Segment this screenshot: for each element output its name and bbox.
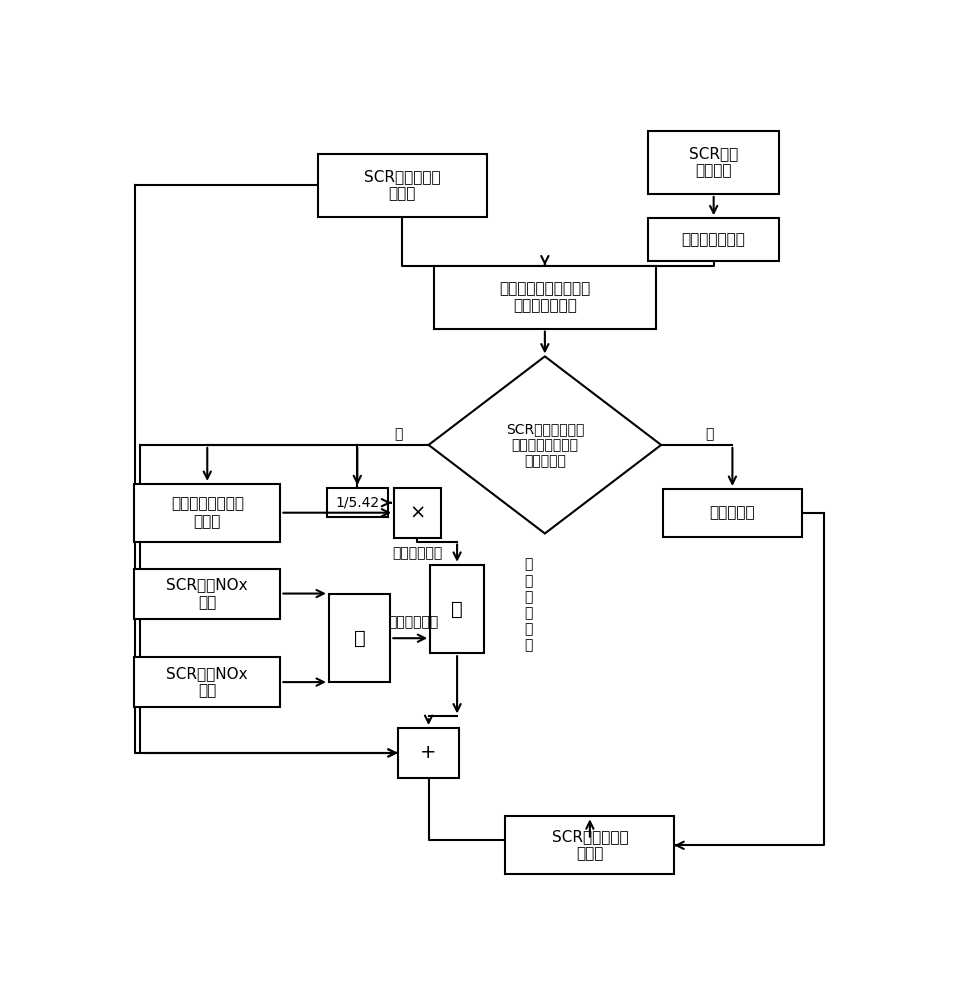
FancyBboxPatch shape [135, 484, 281, 542]
FancyBboxPatch shape [430, 565, 484, 653]
FancyBboxPatch shape [663, 489, 802, 537]
Text: 上一时刻储氨量与目标
储氨量区域相比: 上一时刻储氨量与目标 储氨量区域相比 [499, 281, 590, 313]
Text: 目标储氨量区域: 目标储氨量区域 [681, 232, 745, 247]
Text: SCR当前时刻的
储氨量: SCR当前时刻的 储氨量 [552, 829, 628, 862]
FancyBboxPatch shape [135, 657, 281, 707]
Polygon shape [429, 356, 661, 533]
FancyBboxPatch shape [398, 728, 460, 778]
Text: －: － [353, 629, 366, 648]
Text: 尿素产生的氨: 尿素产生的氨 [392, 546, 442, 560]
FancyBboxPatch shape [435, 266, 655, 329]
FancyBboxPatch shape [648, 218, 779, 261]
FancyBboxPatch shape [326, 488, 388, 517]
FancyBboxPatch shape [318, 154, 487, 217]
Text: 否: 否 [394, 427, 403, 441]
FancyBboxPatch shape [394, 488, 440, 538]
Text: 储氨量不变: 储氨量不变 [710, 505, 755, 520]
Text: －: － [451, 599, 463, 618]
Text: SCR上一时刻的
储氨量: SCR上一时刻的 储氨量 [364, 169, 440, 202]
FancyBboxPatch shape [505, 816, 675, 874]
FancyBboxPatch shape [329, 594, 390, 682]
Text: SCR出口NOx
浓度: SCR出口NOx 浓度 [166, 666, 248, 698]
Text: 是: 是 [706, 427, 714, 441]
Text: 1/5.42: 1/5.42 [335, 496, 379, 510]
Text: 反应消耗的氨: 反应消耗的氨 [388, 615, 439, 629]
Text: 增
加
的
储
氨
量: 增 加 的 储 氨 量 [524, 558, 532, 653]
Text: SCR温度
排气流量: SCR温度 排气流量 [689, 146, 739, 179]
Text: SCR上一时刻的储
氨量是否在目标储
氨量区域内: SCR上一时刻的储 氨量是否在目标储 氨量区域内 [505, 422, 584, 468]
FancyBboxPatch shape [135, 569, 281, 619]
Text: +: + [420, 743, 437, 762]
Text: ×: × [409, 503, 426, 522]
FancyBboxPatch shape [648, 131, 779, 194]
Text: SCR入口NOx
浓度: SCR入口NOx 浓度 [166, 577, 248, 610]
Text: 上一时刻的实际尿
素喷射: 上一时刻的实际尿 素喷射 [170, 496, 244, 529]
